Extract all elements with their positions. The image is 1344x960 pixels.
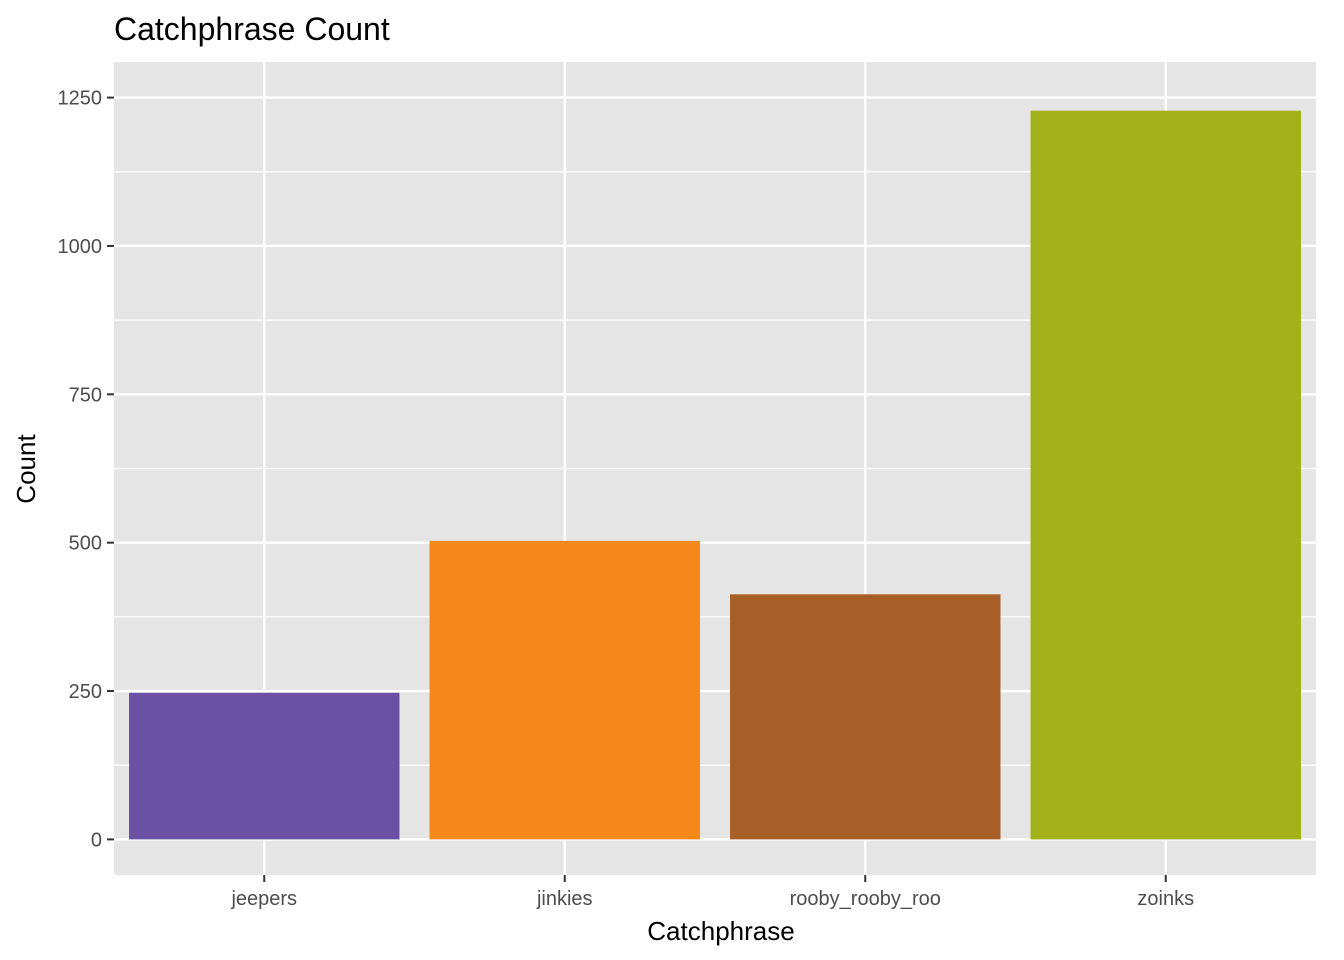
x-axis-title: Catchphrase (647, 916, 794, 946)
y-axis: 0 250 500 750 1000 1250 (58, 88, 114, 851)
y-tick-label: 750 (69, 384, 102, 406)
bar-rooby-rooby-roo (730, 594, 1001, 840)
x-tick-label: zoinks (1137, 888, 1194, 910)
x-tick-label: jeepers (230, 888, 297, 910)
x-tick-label: jinkies (536, 888, 593, 910)
bar-jinkies (429, 540, 700, 840)
y-tick-label: 1000 (58, 236, 103, 258)
x-tick-label: rooby_rooby_roo (790, 888, 941, 910)
y-tick-label: 250 (69, 681, 102, 703)
y-tick-label: 500 (69, 533, 102, 555)
y-axis-title: Count (11, 434, 41, 504)
bar-jeepers (129, 692, 400, 840)
x-axis: jeepers jinkies rooby_rooby_roo zoinks (230, 875, 1194, 910)
bars (129, 110, 1301, 840)
y-tick-label: 1250 (58, 88, 103, 110)
bar-zoinks (1030, 110, 1301, 840)
y-tick-label: 0 (91, 829, 102, 851)
chart-title: Catchphrase Count (114, 11, 390, 47)
